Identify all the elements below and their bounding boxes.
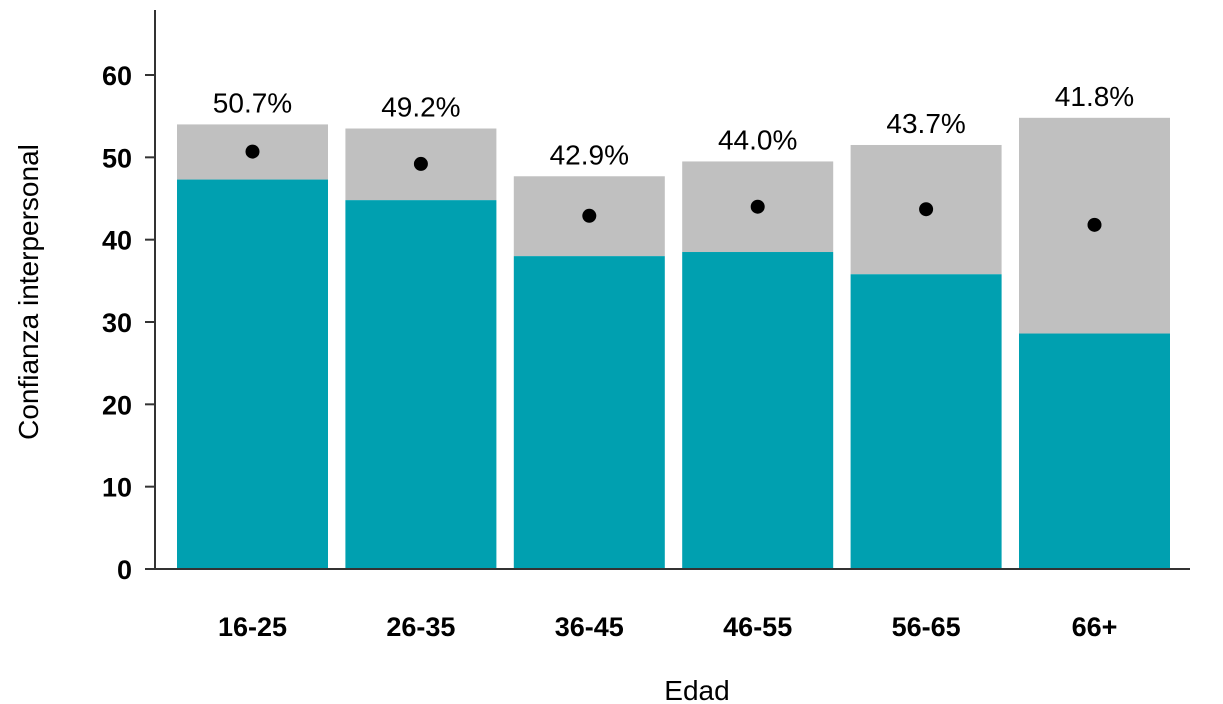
data-label-56-65: 43.7% xyxy=(886,108,965,139)
bars-group xyxy=(177,117,1170,569)
y-tick-label-0: 0 xyxy=(117,555,132,585)
point-56-65 xyxy=(919,202,934,217)
data-label-36-45: 42.9% xyxy=(550,139,629,170)
y-axis-title: Confianza interpersonal xyxy=(13,144,44,440)
x-axis-title: Edad xyxy=(664,675,729,704)
data-labels-group: 50.7% 49.2% 42.9% 44.0% 43.7% 41.8% xyxy=(213,81,1134,170)
x-tick-label-46-55: 46-55 xyxy=(723,612,792,642)
data-label-16-25: 50.7% xyxy=(213,87,292,118)
y-tick-label-10: 10 xyxy=(102,473,132,503)
y-tick-label-50: 50 xyxy=(102,143,132,173)
data-label-26-35: 49.2% xyxy=(381,92,460,123)
bar-lower-16-25 xyxy=(177,179,328,569)
x-tick-label-56-65: 56-65 xyxy=(892,612,961,642)
data-label-46-55: 44.0% xyxy=(718,124,797,155)
bar-lower-66+ xyxy=(1019,333,1170,569)
point-66+ xyxy=(1087,217,1102,232)
y-tick-label-20: 20 xyxy=(102,390,132,420)
x-tick-label-16-25: 16-25 xyxy=(218,612,287,642)
points-group xyxy=(245,144,1102,232)
x-tick-label-36-45: 36-45 xyxy=(555,612,624,642)
x-tick-label-26-35: 26-35 xyxy=(386,612,455,642)
y-axis: 0 10 20 30 40 50 60 xyxy=(102,10,156,585)
point-26-35 xyxy=(413,156,428,171)
y-tick-label-60: 60 xyxy=(102,61,132,91)
y-tick-label-40: 40 xyxy=(102,226,132,256)
x-axis: 16-25 26-35 36-45 46-55 56-65 66+ xyxy=(155,568,1190,642)
y-tick-label-30: 30 xyxy=(102,308,132,338)
point-46-55 xyxy=(750,199,765,214)
bar-lower-56-65 xyxy=(850,274,1002,569)
bar-lower-36-45 xyxy=(513,256,665,569)
data-label-66+: 41.8% xyxy=(1055,81,1134,112)
point-36-45 xyxy=(582,208,597,223)
bar-lower-26-35 xyxy=(345,200,497,569)
x-tick-label-66+: 66+ xyxy=(1072,612,1118,642)
point-16-25 xyxy=(245,144,260,159)
bar-lower-46-55 xyxy=(682,252,834,569)
